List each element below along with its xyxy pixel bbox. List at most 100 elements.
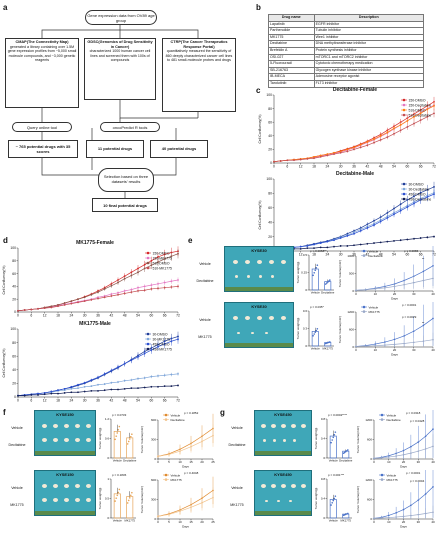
y-tick-label: 0: [323, 456, 325, 460]
data-point: [331, 439, 334, 441]
flow-selection-pill: Selection based on three datasets' resul…: [98, 168, 154, 192]
data-point: [346, 150, 349, 153]
data-point: [90, 298, 93, 301]
series-1: [157, 424, 214, 458]
data-point: [177, 338, 179, 341]
data-point: [170, 286, 173, 288]
series-1: [355, 268, 434, 292]
data-point: [123, 362, 126, 365]
data-point: [150, 349, 153, 351]
data-point: [406, 198, 409, 201]
x-tick-label: 15: [189, 520, 193, 524]
y-axis-label: Tumor Volume(mm³): [140, 486, 144, 513]
data-point: [326, 154, 329, 157]
data-point: [395, 516, 397, 518]
drug-table-row: MK1775 Wee1 inhibitor: [268, 33, 425, 42]
x-tick-label: 15: [189, 460, 193, 464]
ruler: [35, 511, 95, 515]
y-tick-label: 0: [14, 310, 16, 314]
data-point: [130, 379, 133, 381]
data-point: [330, 504, 332, 506]
series-line: [157, 497, 214, 517]
flow-result-ctrp: 40 potential drugs: [150, 140, 208, 158]
legend-label: 510-MK1775: [153, 266, 173, 270]
data-point: [327, 280, 330, 282]
data-point: [319, 246, 322, 249]
data-point: [364, 345, 367, 347]
data-point: [402, 453, 405, 456]
ruler: [225, 287, 293, 291]
panel-label-c: c: [256, 86, 261, 95]
x-tick-label: 72: [176, 398, 180, 402]
data-point: [373, 457, 375, 460]
data-point: [313, 247, 315, 250]
legend-label: 150-DMSO: [409, 98, 426, 102]
data-point: [410, 514, 412, 517]
data-point: [393, 338, 396, 341]
data-point: [359, 243, 362, 246]
x-tick-label: 60: [149, 398, 153, 402]
legend-label: Vehicle: [171, 413, 181, 417]
legend-label: MK1775: [387, 478, 399, 482]
drug-table-row: SB-216763 Glycogen synthase kinase inhibi…: [268, 66, 425, 75]
data-point: [117, 366, 119, 368]
x-tick-label: 36: [96, 313, 100, 317]
data-point: [163, 286, 166, 289]
photo-label-kyse450-b: KYSE450: [274, 472, 292, 477]
xenograft-photo-kyse150-decitabine: KYSE150: [34, 410, 96, 456]
data-point: [326, 281, 329, 283]
p-value-annotation: p = 0.0428: [410, 419, 425, 423]
y-tick-label: 0: [14, 395, 16, 399]
flowchart-arrows: [41, 24, 199, 198]
data-point: [326, 153, 329, 156]
legend-label: 510-DMSO: [153, 261, 170, 265]
data-point: [212, 434, 214, 437]
p-value-annotation: p = 0.001***: [328, 473, 345, 477]
x-tick-label: 12: [43, 398, 47, 402]
data-point: [110, 293, 113, 295]
x-tick-label: 54: [392, 252, 396, 256]
data-point: [150, 259, 153, 262]
data-point: [163, 385, 166, 388]
drug-name-cell: 5-Fluorouracil: [268, 60, 315, 68]
flow-result-ctrp-text: 40 potential drugs: [161, 146, 197, 151]
series-1: [373, 434, 434, 460]
x-tick-label: 25: [211, 460, 215, 464]
data-point: [63, 387, 66, 390]
data-point: [319, 242, 322, 244]
category-label: Vehicle: [329, 459, 338, 463]
x-tick-label: 48: [379, 164, 383, 168]
y-tick-label: 20: [12, 382, 16, 386]
data-point: [426, 188, 429, 191]
data-point: [366, 144, 369, 147]
bar: [311, 331, 319, 347]
flow-ctrp-title: CTRP(The Cancer Therapeutics Response Po…: [170, 40, 228, 49]
y-tick-label: 0: [107, 456, 109, 460]
data-point: [395, 512, 397, 514]
y-tick-label: 1.2: [105, 417, 110, 421]
series-line: [157, 490, 214, 517]
x-tick-label: 25: [211, 520, 215, 524]
data-point: [355, 289, 357, 292]
x-tick-label: 0: [157, 520, 159, 524]
data-point: [331, 502, 334, 504]
data-point: [373, 141, 375, 144]
x-tick-label: 54: [136, 398, 140, 402]
drug-description-cell: Tubulin inhibitor: [313, 27, 425, 35]
legend-label: 450-DMSO: [409, 192, 426, 196]
flow-oncopredict-text: oncoPredict R tools: [112, 124, 148, 130]
x-tick-label: 10: [387, 460, 391, 464]
data-point: [386, 211, 389, 214]
category-label: MK1775: [125, 519, 136, 523]
data-point: [386, 136, 389, 139]
drug-description-cell: DNA methyltransferase inhibitor: [313, 40, 425, 48]
data-point: [177, 252, 179, 255]
flow-source-text: Gene expression data from OV89 age group: [87, 13, 155, 23]
data-point: [30, 308, 33, 311]
x-tick-label: 18: [56, 398, 60, 402]
p-value-annotation: p = 0.4048: [184, 471, 199, 475]
y-axis-label: Tumor weight(g): [296, 262, 300, 284]
flow-cmap-box: CMAP(The Connectivity Map) generated a l…: [5, 38, 79, 108]
data-point: [353, 146, 355, 149]
